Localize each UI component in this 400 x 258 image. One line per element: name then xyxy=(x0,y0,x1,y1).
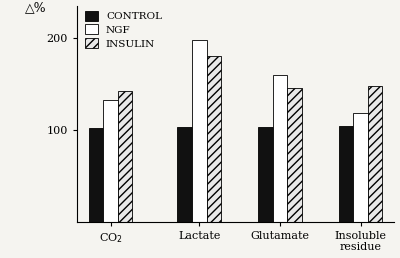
Bar xyxy=(206,56,221,222)
Bar xyxy=(118,91,132,222)
Bar xyxy=(178,127,192,222)
Bar xyxy=(192,40,206,222)
Bar xyxy=(103,100,118,222)
Legend: CONTROL, NGF, INSULIN: CONTROL, NGF, INSULIN xyxy=(81,7,166,53)
Bar xyxy=(89,128,103,222)
Bar xyxy=(273,75,287,222)
Bar xyxy=(353,113,368,222)
Bar xyxy=(368,86,382,222)
Bar xyxy=(339,126,353,222)
Bar xyxy=(258,127,273,222)
Y-axis label: △%: △% xyxy=(24,1,46,14)
Bar xyxy=(287,88,302,222)
